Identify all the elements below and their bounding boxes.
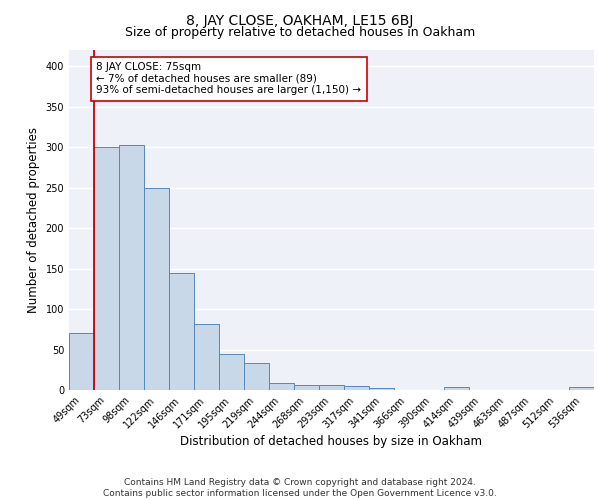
Text: 8 JAY CLOSE: 75sqm
← 7% of detached houses are smaller (89)
93% of semi-detached: 8 JAY CLOSE: 75sqm ← 7% of detached hous… (97, 62, 361, 96)
Bar (319, 385, 344, 390)
Bar (94, 147, 119, 390)
Text: 8, JAY CLOSE, OAKHAM, LE15 6BJ: 8, JAY CLOSE, OAKHAM, LE15 6BJ (187, 14, 413, 28)
X-axis label: Distribution of detached houses by size in Oakham: Distribution of detached houses by size … (181, 436, 482, 448)
Bar (119, 144, 144, 390)
Y-axis label: Number of detached properties: Number of detached properties (27, 127, 40, 313)
Bar (344, 386, 369, 390)
Bar (169, 272, 194, 390)
Bar (269, 382, 294, 390)
Text: Size of property relative to detached houses in Oakham: Size of property relative to detached ho… (125, 26, 475, 39)
Bar (194, 324, 219, 390)
Bar (144, 188, 169, 390)
Bar (369, 388, 394, 390)
Text: Contains HM Land Registry data © Crown copyright and database right 2024.
Contai: Contains HM Land Registry data © Crown c… (103, 478, 497, 498)
Bar (219, 354, 244, 390)
Bar (569, 387, 594, 390)
Bar (69, 334, 94, 390)
Bar (444, 387, 469, 390)
Bar (294, 385, 319, 390)
Bar (244, 364, 269, 390)
